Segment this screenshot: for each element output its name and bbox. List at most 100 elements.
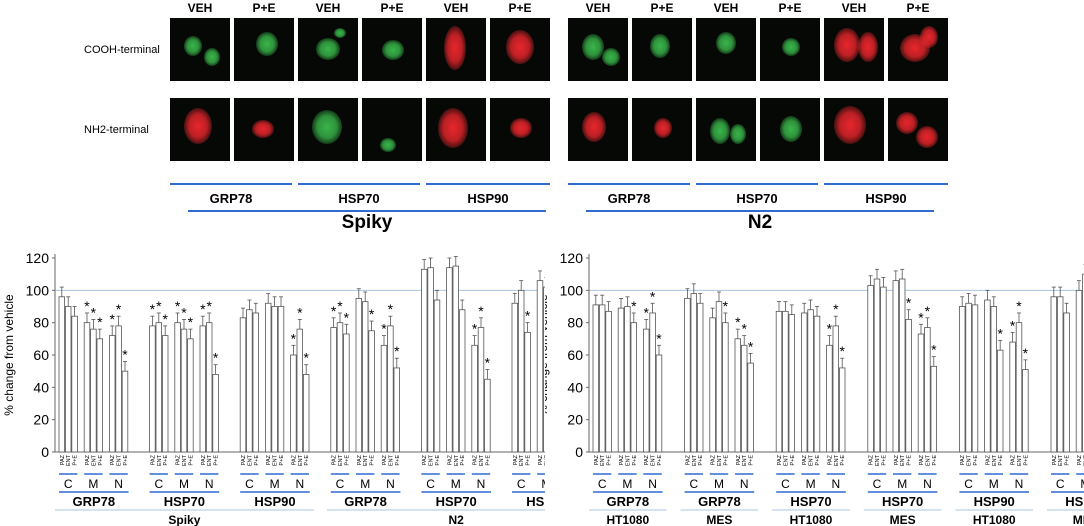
subgroup-label: M — [806, 477, 816, 491]
bar — [807, 309, 814, 453]
group-label: GRP78 — [607, 191, 651, 206]
cell-stain — [730, 124, 746, 144]
y-tick-label: 40 — [567, 379, 583, 395]
cell-line-label: MES — [706, 513, 732, 526]
bar — [971, 304, 979, 453]
bar — [252, 312, 259, 453]
group-underline — [568, 183, 690, 185]
subgroup-label: M — [622, 477, 632, 491]
bar — [684, 298, 691, 453]
bar-label: P+E — [254, 455, 260, 466]
bar-label: PAZ — [919, 454, 925, 465]
bar-label: ENT — [900, 454, 906, 466]
bar-label: PAZ — [777, 454, 783, 465]
bar — [212, 373, 219, 453]
bar — [149, 325, 156, 453]
bar — [290, 354, 297, 453]
bar-label: P+E — [526, 455, 532, 466]
bar-label: P+E — [932, 455, 938, 466]
bar — [605, 310, 612, 453]
micrograph-panel — [888, 18, 948, 81]
bar-label: ENT — [66, 454, 72, 466]
bar — [109, 335, 116, 453]
group-label: GRP78 — [698, 494, 741, 509]
bar-label: ENT — [967, 454, 973, 466]
micrograph-panel — [170, 98, 230, 161]
bar — [990, 306, 997, 453]
significance-star: * — [213, 350, 219, 366]
bar — [58, 296, 65, 453]
group-label: HSP90 — [526, 494, 545, 509]
bar-label: ENT — [717, 454, 723, 466]
group-label: HSP90 — [865, 191, 907, 206]
group-label: HSP70 — [882, 494, 923, 509]
micrograph-panel — [760, 18, 820, 81]
bar — [239, 317, 247, 453]
y-axis-label: % change from vehicle — [2, 294, 16, 416]
cell-stain — [510, 118, 532, 138]
significance-star: * — [297, 304, 303, 320]
cell-line-underline — [188, 210, 546, 212]
significance-star: * — [150, 301, 156, 317]
subgroup-label: C — [1056, 477, 1065, 491]
bar-label: P+E — [840, 455, 846, 466]
significance-star: * — [485, 355, 491, 371]
cell-stain — [444, 26, 466, 70]
column-header: VEH — [315, 1, 341, 15]
bar-label: ENT — [247, 454, 253, 466]
column-header: VEH — [841, 1, 867, 15]
bar-label: P+E — [698, 455, 704, 466]
bar-label: P+E — [370, 455, 376, 466]
subgroup-label: C — [245, 477, 254, 491]
bar-label: PAZ — [685, 454, 691, 465]
subgroup-label: C — [64, 477, 73, 491]
bar-label: ENT — [479, 454, 485, 466]
subgroup-label: N — [477, 477, 486, 491]
bar-label: PAZ — [827, 454, 833, 465]
significance-star: * — [331, 303, 337, 319]
significance-star: * — [827, 321, 833, 337]
group-label: GRP78 — [72, 494, 115, 509]
significance-star: * — [931, 342, 937, 358]
significance-star: * — [200, 301, 206, 317]
cell-stain — [896, 112, 918, 134]
bar — [355, 298, 362, 453]
micrograph-panel — [490, 18, 550, 81]
significance-star: * — [109, 311, 115, 327]
significance-star: * — [918, 309, 924, 325]
bar — [330, 327, 337, 453]
bar-label: P+E — [344, 455, 350, 466]
subgroup-label: C — [426, 477, 435, 491]
bar-label: PAZ — [644, 454, 650, 465]
micrograph-panel — [696, 18, 756, 81]
y-axis-label: % change from vehicle — [545, 294, 550, 416]
cell-line-label: MES — [890, 513, 916, 526]
bar — [898, 278, 906, 453]
group-label: HSP70 — [790, 494, 831, 509]
group-label: GRP78 — [606, 494, 649, 509]
bar-label: PAZ — [176, 454, 182, 465]
bar-label: P+E — [98, 455, 104, 466]
bar-label: PAZ — [60, 454, 66, 465]
group-label: HSP70 — [164, 494, 205, 509]
significance-star: * — [181, 304, 187, 320]
significance-star: * — [650, 288, 656, 304]
y-tick-label: 100 — [560, 282, 584, 298]
group-label: HSP70 — [736, 191, 778, 206]
bar-label: PAZ — [1077, 454, 1083, 465]
bar-label: P+E — [73, 455, 79, 466]
cell-stain — [256, 32, 278, 56]
bar — [1015, 322, 1023, 453]
subgroup-label: C — [154, 477, 163, 491]
cell-line-underline — [586, 210, 934, 212]
subgroup-label: C — [781, 477, 790, 491]
group-label: GRP78 — [344, 494, 387, 509]
bar — [155, 322, 162, 453]
group-underline — [426, 183, 550, 185]
bar-label: P+E — [815, 455, 821, 466]
significance-star: * — [925, 303, 931, 319]
bar-label: P+E — [723, 455, 729, 466]
bar-label: ENT — [925, 454, 931, 466]
bar — [813, 315, 821, 453]
